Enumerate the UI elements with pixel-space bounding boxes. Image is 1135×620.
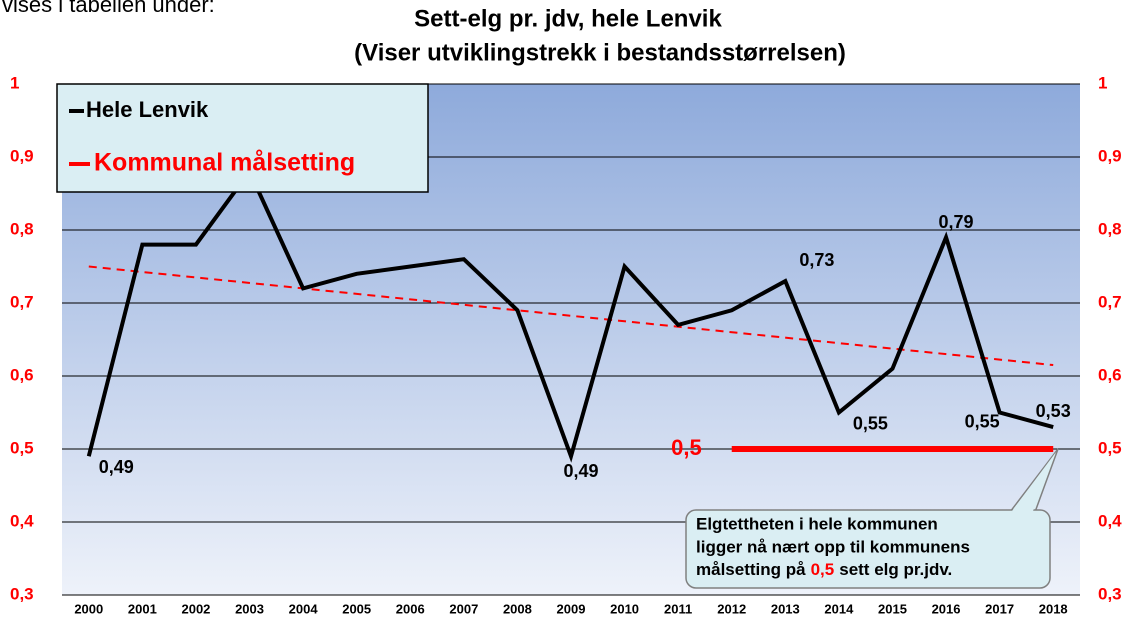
x-tick-label: 2017 [985,601,1014,616]
x-tick-label: 2015 [878,601,907,616]
x-tick-label: 2008 [503,601,532,616]
legend-box [56,83,429,193]
annotation-line: målsetting på 0,5 sett elg pr.jdv. [696,560,952,579]
annotation-box [685,509,1051,589]
annotation-text: målsetting på [696,560,806,579]
callout-joint [1012,452,1056,511]
x-tick-label: 2012 [717,601,746,616]
x-tick-label: 2003 [235,601,264,616]
x-tick-label: 2004 [289,601,319,616]
legend-label: Hele Lenvik [86,97,209,122]
x-tick-label: 2001 [128,601,157,616]
y2-tick-label: 0,8 [1098,219,1122,238]
x-tick-label: 2010 [610,601,639,616]
x-tick-label: 2005 [342,601,371,616]
y-tick-label: 1 [10,73,19,92]
data-label: 0,49 [563,461,598,481]
data-label: 0,55 [853,413,888,433]
annotation-line: Elgtettheten i hele kommunen [696,514,938,533]
data-label: 0,5 [671,435,702,460]
legend: Hele Lenvik Kommunal målsetting [69,97,355,177]
y2-tick-label: 1 [1098,73,1107,92]
y-tick-label: 0,9 [10,146,34,165]
y-tick-label: 0,5 [10,438,34,457]
x-tick-label: 2000 [74,601,103,616]
x-tick-label: 2018 [1039,601,1068,616]
y2-tick-label: 0,7 [1098,292,1122,311]
intro-text: vises i tabellen under: [2,0,215,17]
y2-tick-label: 0,5 [1098,438,1122,457]
y-tick-label: 0,7 [10,292,34,311]
x-tick-label: 2014 [824,601,854,616]
x-tick-label: 2007 [449,601,478,616]
y2-tick-label: 0,3 [1098,584,1122,603]
annotation-value: 0,5 [811,560,835,579]
x-tick-label: 2016 [932,601,961,616]
x-tick-label: 2009 [557,601,586,616]
annotation-text: sett elg pr.jdv. [839,560,952,579]
y-tick-label: 0,6 [10,365,34,384]
trendline [88,265,1054,367]
chart-subtitle: (Viser utviklingstrekk i bestandsstørrel… [354,39,846,66]
legend-label: Kommunal målsetting [94,149,355,177]
y2-tick-label: 0,6 [1098,365,1122,384]
x-tick-label: 2011 [664,601,692,616]
data-label: 0,55 [965,411,1000,431]
data-label: 0,49 [99,457,134,477]
chart-title: Sett-elg pr. jdv, hele Lenvik [414,5,722,32]
data-label: 0,79 [939,212,974,232]
data-label: 0,73 [799,250,834,270]
y2-tick-label: 0,9 [1098,146,1122,165]
annotation-line: ligger nå nært opp til kommunens [696,537,970,556]
data-label: 0,53 [1036,401,1071,421]
x-tick-label: 2013 [771,601,800,616]
y-tick-label: 0,3 [10,584,34,603]
x-tick-label: 2006 [396,601,425,616]
y2-tick-label: 0,4 [1098,511,1122,530]
y-tick-label: 0,8 [10,219,34,238]
x-tick-label: 2002 [181,601,210,616]
y-tick-label: 0,4 [10,511,34,530]
